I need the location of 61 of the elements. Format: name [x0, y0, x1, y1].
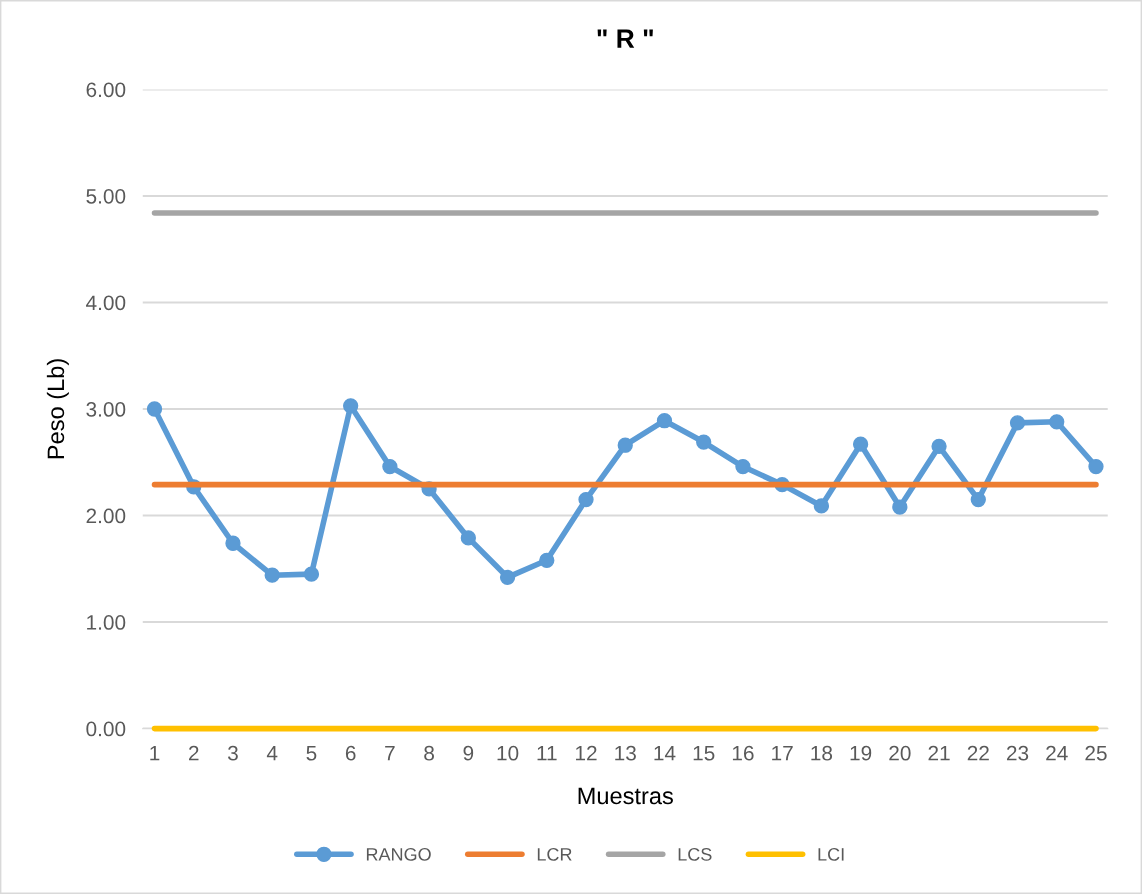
y-tick-label: 1.00 [87, 615, 126, 630]
x-tick-label: 17 [772, 746, 793, 761]
x-tick-label: 2 [189, 745, 199, 761]
x-tick-label: 25 [1085, 745, 1107, 761]
x-tick-label: 1 [150, 746, 160, 761]
x-tick-label: 9 [463, 745, 474, 761]
y-tick-label: 2.00 [86, 508, 126, 524]
x-tick-label: 19 [850, 745, 872, 761]
x-tick-label: 10 [497, 745, 519, 761]
chart-title: " R " [597, 29, 653, 48]
x-tick-label: 13 [615, 745, 636, 761]
y-tick-label: 4.00 [86, 295, 126, 311]
x-tick-label: 18 [811, 745, 833, 761]
x-tick-label: 5 [306, 746, 317, 761]
point [852, 436, 869, 452]
x-tick-label: 16 [732, 745, 754, 761]
x-tick-label: 8 [424, 745, 434, 761]
point [499, 569, 516, 585]
point [578, 491, 594, 508]
legend-label: RANGO [366, 847, 431, 861]
x-tick-label: 23 [1006, 745, 1029, 761]
y-tick-label: 5.00 [86, 188, 126, 204]
y-tick-label: 0.00 [86, 721, 126, 737]
point [146, 401, 163, 417]
point [1088, 458, 1104, 475]
point [303, 566, 320, 582]
point [735, 458, 751, 475]
x-tick-label: 14 [654, 746, 676, 761]
x-tick-label: 3 [227, 745, 238, 761]
point [617, 437, 633, 453]
point [931, 438, 947, 454]
x-tick-label: 4 [266, 746, 278, 761]
x-tick-label: 15 [693, 746, 715, 761]
point [343, 398, 359, 414]
point [539, 552, 555, 568]
legend-label: LCI [818, 847, 844, 861]
point [225, 535, 241, 551]
point [813, 498, 830, 514]
point [696, 434, 712, 450]
x-tick-label: 20 [889, 745, 911, 761]
point [1009, 415, 1026, 431]
point [970, 491, 986, 508]
legend-label: LCR [537, 847, 572, 861]
x-tick-label: 21 [928, 745, 950, 761]
x-tick-label: 6 [345, 745, 356, 761]
x-tick-label: 12 [576, 745, 597, 761]
x-tick-label: 7 [385, 746, 395, 761]
x-tick-label: 11 [537, 746, 557, 761]
y-tick-label: 6.00 [86, 82, 126, 98]
y-axis-title: Peso (Lb) [46, 359, 69, 459]
x-axis-title: Muestras [578, 787, 673, 805]
point [1049, 414, 1065, 430]
x-tick-label: 24 [1046, 745, 1068, 761]
y-tick-label: 3.00 [86, 402, 126, 417]
legend-label: LCS [678, 847, 712, 861]
point [892, 499, 908, 515]
point [460, 530, 476, 546]
x-tick-label: 22 [967, 745, 989, 761]
point [656, 413, 673, 429]
point [264, 567, 280, 583]
point [382, 458, 398, 475]
